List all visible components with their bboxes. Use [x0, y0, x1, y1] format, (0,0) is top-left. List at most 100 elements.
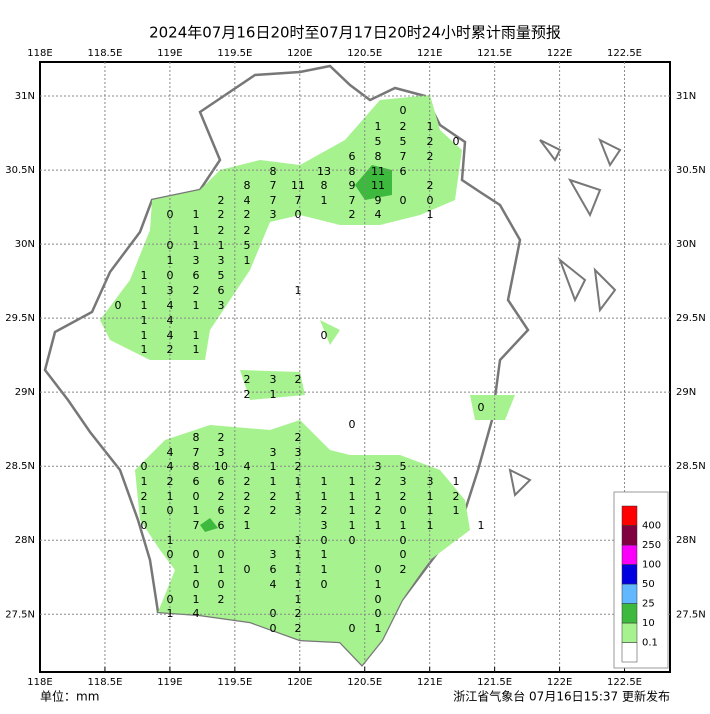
y-tick-label: 28N	[15, 535, 35, 546]
station-value: 1	[141, 269, 148, 282]
station-value: 4	[375, 208, 382, 221]
station-value: 1	[321, 490, 328, 503]
x-tick-label: 120E	[287, 677, 312, 688]
station-value: 0	[167, 548, 174, 561]
station-value: 0	[400, 104, 407, 117]
x-tick-label: 121.5E	[477, 48, 512, 59]
station-value: 0	[167, 239, 174, 252]
y-tick-label: 28.5N	[676, 461, 706, 472]
station-value: 2	[321, 504, 328, 517]
station-value: 3	[270, 208, 277, 221]
map-title: 2024年07月16日20时至07月17日20时24小时累计雨量预报	[149, 24, 561, 42]
station-value: 1	[375, 490, 382, 503]
station-value: 1	[167, 607, 174, 620]
station-value: 2	[244, 224, 251, 237]
station-value: 1	[193, 563, 200, 576]
station-value: 2	[295, 622, 302, 635]
x-tick-label: 121E	[417, 677, 442, 688]
station-value: 1	[141, 504, 148, 517]
station-value: 2	[218, 431, 225, 444]
station-value: 1	[141, 284, 148, 297]
x-tick-label: 119E	[157, 48, 182, 59]
x-tick-label: 119.5E	[217, 48, 252, 59]
station-value: 1	[295, 475, 302, 488]
station-value: 6	[193, 475, 200, 488]
x-tick-label: 121.5E	[477, 677, 512, 688]
station-value: 1	[193, 239, 200, 252]
station-value: 1	[321, 475, 328, 488]
station-value: 8	[193, 431, 200, 444]
station-value: 0	[349, 418, 356, 431]
station-value: 0	[349, 534, 356, 547]
station-value: 2	[218, 490, 225, 503]
station-value: 3	[427, 475, 434, 488]
station-value: 1	[295, 284, 302, 297]
x-tick-label: 118.5E	[87, 48, 122, 59]
station-value: 1	[349, 504, 356, 517]
x-tick-label: 120.5E	[347, 48, 382, 59]
source-label: 浙江省气象台 07月16日15:37 更新发布	[453, 689, 670, 704]
station-value: 3	[270, 373, 277, 386]
legend-swatch	[621, 622, 638, 643]
station-value: 0	[193, 490, 200, 503]
legend-swatch	[621, 642, 638, 663]
station-value: 2	[400, 563, 407, 576]
station-value: 0	[270, 622, 277, 635]
station-value: 4	[244, 194, 251, 207]
y-tick-label: 30N	[15, 239, 35, 250]
station-value: 2	[244, 504, 251, 517]
station-value: 0	[321, 578, 328, 591]
station-value: 2	[244, 208, 251, 221]
y-tick-label: 29.5N	[676, 313, 706, 324]
station-value: 8	[349, 165, 356, 178]
station-value: 0	[167, 504, 174, 517]
station-value: 1	[270, 475, 277, 488]
x-tick-label: 120.5E	[347, 677, 382, 688]
station-value: 2	[400, 120, 407, 133]
station-value: 3	[400, 475, 407, 488]
station-value: 1	[427, 490, 434, 503]
station-value: 4	[167, 460, 174, 473]
y-tick-label: 30.5N	[5, 165, 35, 176]
station-value: 1	[244, 254, 251, 267]
station-value: 2	[375, 504, 382, 517]
station-value: 4	[167, 314, 174, 327]
station-value: 0	[218, 548, 225, 561]
station-value: 0	[375, 563, 382, 576]
station-value: 0	[244, 563, 251, 576]
y-tick-label: 27.5N	[676, 609, 706, 620]
station-value: 2	[244, 373, 251, 386]
station-value: 1	[167, 490, 174, 503]
station-value: 0	[193, 548, 200, 561]
station-value: 1	[295, 578, 302, 591]
station-value: 2	[270, 504, 277, 517]
y-tick-label: 31N	[676, 91, 696, 102]
station-value: 1	[141, 329, 148, 342]
y-tick-label: 30N	[676, 239, 696, 250]
station-value: 2	[218, 224, 225, 237]
station-value: 11	[371, 165, 385, 178]
station-value: 1	[321, 194, 328, 207]
station-value: 7	[295, 194, 302, 207]
station-value: 11	[291, 179, 305, 192]
station-value: 1	[427, 519, 434, 532]
station-value: 2	[218, 208, 225, 221]
station-value: 1	[321, 563, 328, 576]
station-value: 0	[295, 208, 302, 221]
legend-label: 10	[642, 618, 655, 629]
station-value: 3	[295, 504, 302, 517]
plot-frame	[39, 61, 671, 673]
station-value: 1	[193, 593, 200, 606]
station-value: 2	[453, 490, 460, 503]
station-value: 2	[244, 475, 251, 488]
station-value: 2	[141, 490, 148, 503]
station-value: 2	[427, 150, 434, 163]
station-value: 1	[218, 239, 225, 252]
station-value: 8	[321, 179, 328, 192]
station-value: 2	[427, 179, 434, 192]
legend-swatch	[621, 525, 638, 546]
station-value: 8	[375, 150, 382, 163]
station-value: 1	[218, 563, 225, 576]
station-value: 7	[193, 446, 200, 459]
